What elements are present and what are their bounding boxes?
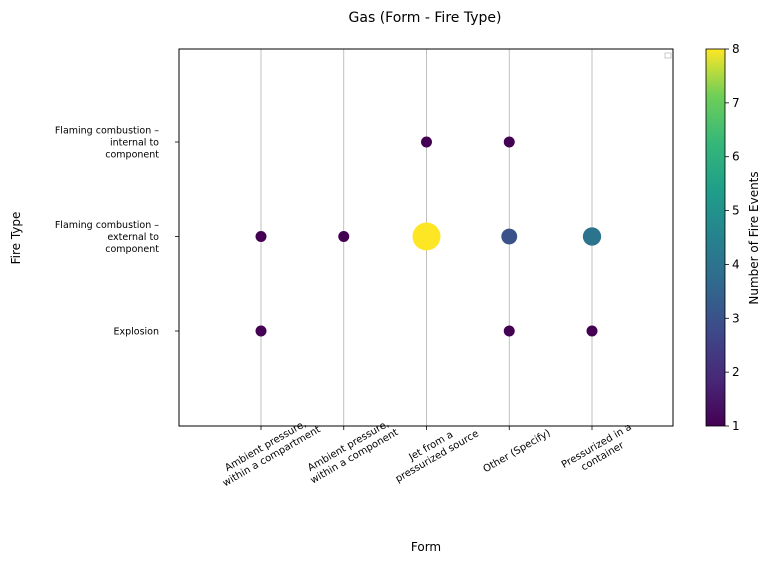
x-tick-label: Jet from apressurized source: [388, 418, 481, 485]
x-tick-label: Other (Specify): [481, 428, 552, 475]
colorbar-tick-label: 7: [732, 96, 740, 110]
colorbar-label: Number of Fire Events: [747, 171, 761, 304]
scatter-point: [421, 136, 432, 148]
colorbar-tick-label: 2: [732, 365, 740, 379]
scatter-point: [582, 227, 602, 246]
colorbar-tick-label: 4: [732, 257, 740, 271]
x-tick-label: Pressurized in acontainer: [560, 422, 640, 481]
scatter-point: [412, 222, 441, 251]
scatter-point: [503, 136, 515, 148]
scatter-point: [586, 325, 598, 337]
colorbar: [705, 48, 726, 427]
legend-box: [664, 52, 672, 59]
colorbar-tick-label: 6: [732, 150, 740, 164]
chart-title: Gas (Form - Fire Type): [349, 10, 502, 26]
y-axis-ticks: Explosion Flaming combustion – external to…: [55, 126, 179, 338]
scatter-point: [503, 325, 515, 337]
y-axis-label: Fire Type: [9, 212, 23, 265]
colorbar-tick-label: 5: [732, 204, 740, 218]
plot-area: [178, 48, 674, 427]
scatter-point: [501, 228, 518, 245]
x-axis-label: Form: [411, 540, 441, 554]
data-points: [255, 136, 602, 337]
scatter-point: [255, 325, 267, 337]
scatter-point: [338, 231, 350, 242]
y-tick-label: Flaming combustion – external to component: [55, 220, 159, 255]
colorbar-tick-label: 1: [732, 419, 740, 433]
y-tick-label: Flaming combustion – internal to component: [55, 126, 159, 161]
colorbar-tick-label: 3: [732, 311, 740, 325]
y-tick-label: Explosion: [113, 327, 159, 338]
scatter-point: [255, 231, 267, 242]
colorbar-tick-label: 8: [732, 42, 740, 56]
x-tick-label: Ambient pressure,within a compartment: [215, 414, 323, 489]
colorbar-ticks: 1 2 3 4 5 6 7 8: [725, 42, 740, 433]
x-axis-ticks: Ambient pressure,within a compartmentAmb…: [215, 414, 640, 490]
